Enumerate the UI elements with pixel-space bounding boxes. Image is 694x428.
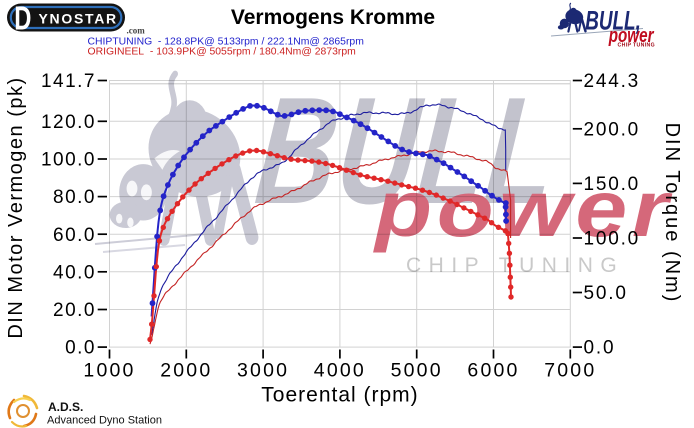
svg-text:50.0: 50.0: [584, 283, 628, 304]
svg-text:200.0: 200.0: [584, 119, 641, 140]
svg-text:1000: 1000: [83, 360, 135, 382]
svg-text:6000: 6000: [467, 360, 519, 382]
svg-text:Vermogens Kromme: Vermogens Kromme: [231, 6, 435, 29]
svg-text:120.0: 120.0: [41, 112, 96, 133]
svg-text:Toerental (rpm): Toerental (rpm): [261, 384, 418, 407]
svg-text:4000: 4000: [314, 360, 366, 382]
svg-text:2000: 2000: [160, 360, 212, 382]
svg-text:100.0: 100.0: [41, 150, 96, 171]
svg-text:.com: .com: [127, 26, 146, 36]
svg-text:Advanced Dyno Station: Advanced Dyno Station: [47, 415, 162, 427]
svg-text:100.0: 100.0: [584, 229, 641, 250]
svg-text:DIN Motor Vermogen (pk): DIN Motor Vermogen (pk): [5, 76, 27, 338]
svg-text:40.0: 40.0: [53, 262, 96, 283]
svg-text:power: power: [373, 164, 673, 253]
svg-text:141.7: 141.7: [41, 71, 96, 92]
svg-text:CHIPTUNING - 128.8PK@ 5133rpm: CHIPTUNING - 128.8PK@ 5133rpm / 222.1Nm@…: [88, 37, 364, 48]
svg-text:YNOSTAR: YNOSTAR: [39, 11, 118, 27]
svg-text:CHIP TUNING: CHIP TUNING: [406, 254, 624, 277]
svg-text:CHIP TUNING: CHIP TUNING: [618, 43, 655, 49]
svg-text:A.D.S.: A.D.S.: [48, 400, 83, 414]
svg-text:0.0: 0.0: [65, 338, 96, 359]
svg-text:D: D: [14, 1, 31, 38]
svg-text:244.3: 244.3: [584, 71, 641, 92]
svg-text:5000: 5000: [391, 360, 443, 382]
svg-text:BULL,: BULL,: [585, 5, 641, 35]
svg-text:7000: 7000: [544, 360, 596, 382]
svg-text:20.0: 20.0: [53, 300, 96, 321]
svg-text:ORIGINEEL - 103.9PK@ 5055rpm: ORIGINEEL - 103.9PK@ 5055rpm / 180.4Nm@ …: [88, 46, 356, 57]
svg-text:150.0: 150.0: [584, 174, 641, 195]
svg-text:80.0: 80.0: [53, 187, 96, 208]
svg-text:power: power: [608, 24, 655, 47]
svg-text:0.0: 0.0: [584, 338, 616, 359]
svg-text:DIN Torque (Nm): DIN Torque (Nm): [661, 123, 683, 304]
svg-text:60.0: 60.0: [53, 225, 96, 246]
svg-text:3000: 3000: [237, 360, 289, 382]
